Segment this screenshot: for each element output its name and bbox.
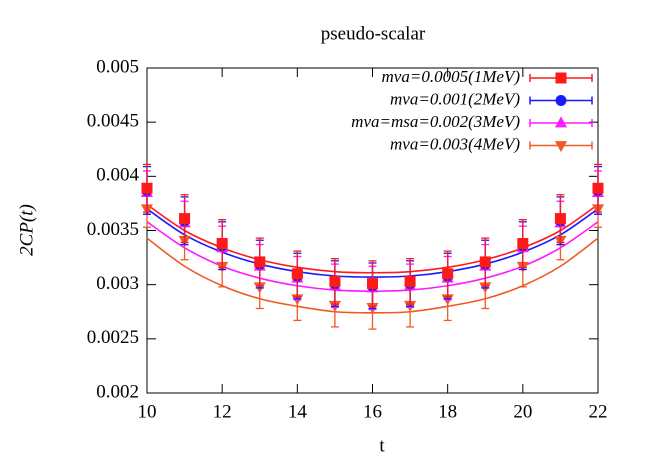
marker — [291, 268, 303, 280]
marker — [216, 238, 228, 249]
legend-label: mνa=msa=0.002(3MeV) — [351, 112, 520, 131]
marker — [592, 182, 604, 194]
marker — [254, 256, 266, 268]
x-tick-label: 14 — [288, 401, 308, 422]
x-tick-label: 18 — [438, 401, 457, 422]
x-tick-label: 12 — [213, 401, 232, 422]
marker — [141, 182, 153, 194]
marker — [442, 268, 454, 280]
y-tick-label: 0.002 — [96, 381, 139, 402]
y-tick-label: 0.005 — [96, 56, 139, 77]
legend-label: mνa=0.001(2MeV) — [390, 89, 520, 108]
legend-label: mνa=0.003(4MeV) — [390, 134, 520, 153]
marker — [179, 213, 191, 225]
marker — [517, 238, 529, 249]
chart-title: pseudo-scalar — [321, 23, 426, 44]
legend-marker — [554, 116, 568, 128]
x-tick-label: 20 — [513, 401, 532, 422]
y-tick-label: 0.0035 — [87, 219, 139, 240]
x-tick-label: 10 — [138, 401, 157, 422]
legend-marker — [554, 141, 568, 153]
legend-label: mνa=0.0005(1MeV) — [382, 67, 521, 86]
y-tick-label: 0.0045 — [87, 111, 139, 132]
marker — [479, 256, 491, 268]
x-tick-label: 16 — [363, 401, 382, 422]
y-tick-label: 0.004 — [96, 165, 139, 186]
marker — [367, 278, 378, 290]
x-tick-label: 22 — [589, 401, 608, 422]
marker — [554, 213, 566, 225]
legend-marker — [555, 95, 567, 106]
y-tick-label: 0.0025 — [87, 327, 139, 348]
legend-marker — [555, 72, 567, 84]
y-axis-label: 2CP(t) — [16, 204, 37, 256]
x-axis-label: t — [379, 435, 385, 456]
marker — [404, 275, 416, 287]
y-tick-label: 0.003 — [96, 273, 139, 294]
marker — [329, 275, 341, 287]
